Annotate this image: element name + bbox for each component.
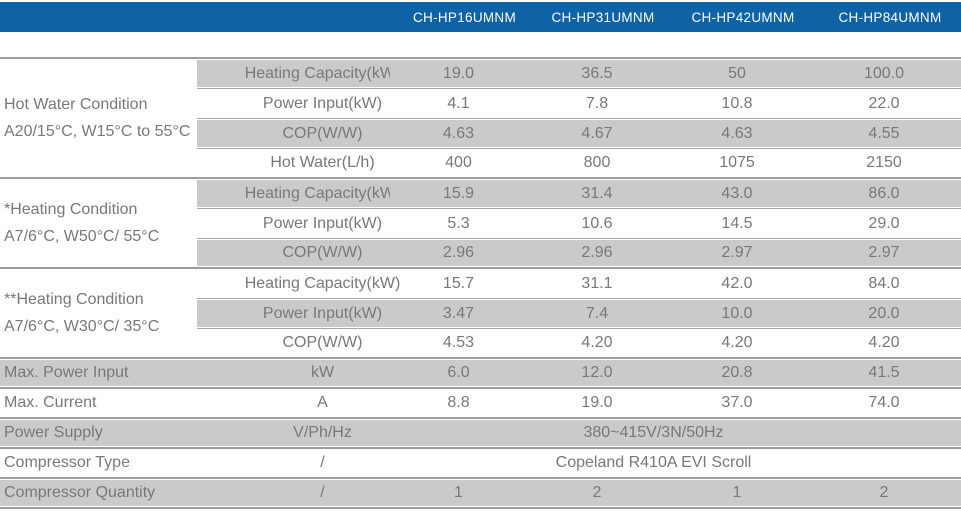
param-cell: COP(W/W) <box>197 119 390 149</box>
value-cell: 41.5 <box>807 359 961 389</box>
unit-cell: / <box>197 479 390 509</box>
value-cell: 6.0 <box>390 359 527 389</box>
value-cell: 4.55 <box>807 119 961 149</box>
row-label: Max. Power Input <box>0 359 197 389</box>
model-header-bar: CH-HP16UMNM CH-HP31UMNM CH-HP42UMNM CH-H… <box>0 2 961 32</box>
model-header: CH-HP42UMNM <box>691 9 795 25</box>
value-cell: 36.5 <box>527 59 667 89</box>
value-cell: 10.8 <box>667 89 807 119</box>
param-cell: Hot Water(L/h) <box>197 149 390 179</box>
value-cell: 2.96 <box>527 239 667 269</box>
value-cell: 43.0 <box>667 179 807 209</box>
param-cell: Heating Capacity(kW) <box>197 59 400 89</box>
model-header: CH-HP84UMNM <box>838 9 942 25</box>
value-cell: 2150 <box>807 149 961 179</box>
value-cell: 20.0 <box>807 299 961 329</box>
group-label-line2: A20/15°C, W15°C to 55°C <box>4 123 191 140</box>
value-cell: 22.0 <box>807 89 961 119</box>
value-cell: 19.0 <box>390 59 527 89</box>
value-cell: 10.0 <box>667 299 807 329</box>
value-cell: 400 <box>390 149 527 179</box>
value-cell: 14.5 <box>667 209 807 239</box>
value-cell: 5.3 <box>390 209 527 239</box>
value-cell: 15.7 <box>390 269 527 299</box>
group-label-line2: A7/6°C, W50°C/ 55°C <box>4 228 160 245</box>
unit-cell: / <box>197 449 390 479</box>
value-cell: 10.6 <box>527 209 667 239</box>
group-label-line2: A7/6°C, W30°C/ 35°C <box>4 318 160 335</box>
group-label: *Heating Condition A7/6°C, W50°C/ 55°C <box>0 179 197 269</box>
value-cell: 4.67 <box>527 119 667 149</box>
value-cell: 4.20 <box>807 329 961 359</box>
row-label: Compressor Type <box>0 449 197 479</box>
group-label-line1: *Heating Condition <box>4 201 138 218</box>
value-cell: 4.63 <box>390 119 527 149</box>
value-cell: 50 <box>667 59 807 89</box>
value-cell: 1075 <box>667 149 807 179</box>
value-cell: 20.8 <box>667 359 807 389</box>
param-cell: Power Input(kW) <box>197 89 390 119</box>
value-cell: 2 <box>807 479 961 509</box>
param-cell: Heating Capacity(kW) <box>197 269 400 299</box>
value-cell: 31.4 <box>527 179 667 209</box>
value-cell: 1 <box>390 479 527 509</box>
span-value-cell: 380~415V/3N/50Hz <box>390 419 961 449</box>
value-cell: 800 <box>527 149 667 179</box>
value-cell: 29.0 <box>807 209 961 239</box>
value-cell: 2 <box>527 479 667 509</box>
value-cell: 2.96 <box>390 239 527 269</box>
spec-table: Hot Water Condition A20/15°C, W15°C to 5… <box>0 57 961 509</box>
value-cell: 3.47 <box>390 299 527 329</box>
unit-cell: V/Ph/Hz <box>197 419 390 449</box>
value-cell: 74.0 <box>807 389 961 419</box>
span-value-cell: Copeland R410A EVI Scroll <box>390 449 961 479</box>
value-cell: 8.8 <box>390 389 527 419</box>
model-header: CH-HP16UMNM <box>412 9 517 25</box>
param-cell: Power Input(kW) <box>197 209 390 239</box>
row-label: Power Supply <box>0 419 197 449</box>
value-cell: 100.0 <box>807 59 961 89</box>
param-cell: Heating Capacity(kW) <box>197 179 400 209</box>
value-cell: 2.97 <box>807 239 961 269</box>
value-cell: 7.4 <box>527 299 667 329</box>
model-header: CH-HP31UMNM <box>551 9 655 25</box>
group-label: Hot Water Condition A20/15°C, W15°C to 5… <box>0 59 197 179</box>
value-cell: 7.8 <box>527 89 667 119</box>
group-label: **Heating Condition A7/6°C, W30°C/ 35°C <box>0 269 197 359</box>
group-label-line1: **Heating Condition <box>4 291 144 308</box>
value-cell: 4.53 <box>390 329 527 359</box>
param-cell: Power Input(kW) <box>197 299 390 329</box>
value-cell: 4.20 <box>527 329 667 359</box>
value-cell: 4.20 <box>667 329 807 359</box>
group-label-line1: Hot Water Condition <box>4 96 148 113</box>
value-cell: 4.63 <box>667 119 807 149</box>
value-cell: 1 <box>667 479 807 509</box>
value-cell: 86.0 <box>807 179 961 209</box>
value-cell: 42.0 <box>667 269 807 299</box>
unit-cell: kW <box>197 359 390 389</box>
value-cell: 19.0 <box>527 389 667 419</box>
value-cell: 4.1 <box>390 89 527 119</box>
value-cell: 15.9 <box>390 179 527 209</box>
unit-cell: A <box>197 389 390 419</box>
row-label: Max. Current <box>0 389 197 419</box>
value-cell: 2.97 <box>667 239 807 269</box>
param-cell: COP(W/W) <box>197 329 390 359</box>
row-label: Compressor Quantity <box>0 479 197 509</box>
value-cell: 84.0 <box>807 269 961 299</box>
value-cell: 37.0 <box>667 389 807 419</box>
param-cell: COP(W/W) <box>197 239 390 269</box>
value-cell: 31.1 <box>527 269 667 299</box>
value-cell: 12.0 <box>527 359 667 389</box>
